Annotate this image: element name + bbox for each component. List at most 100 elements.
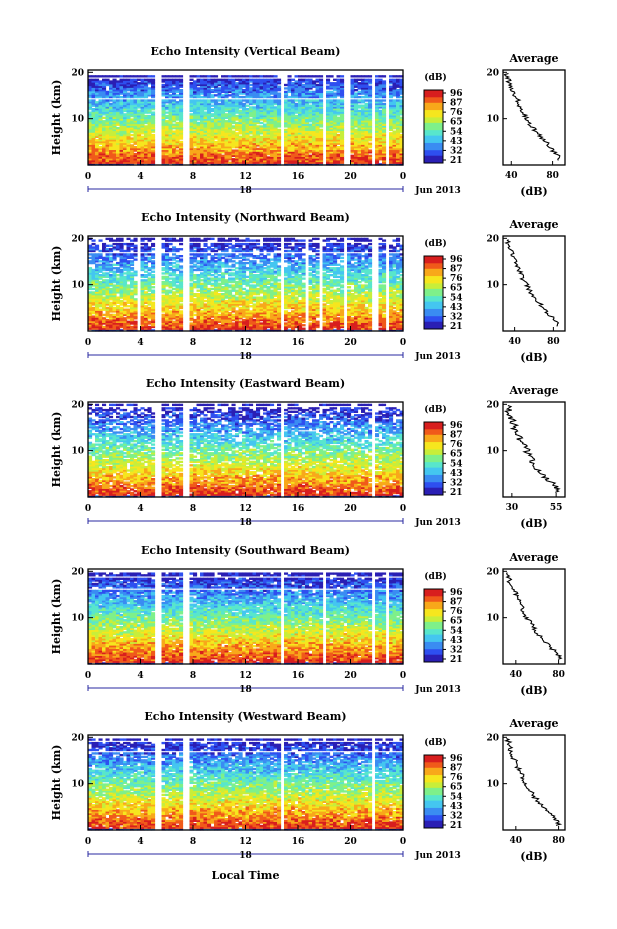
heatmap-cell <box>130 144 134 146</box>
heatmap-cell <box>106 79 110 81</box>
heatmap-cell <box>130 99 134 101</box>
heatmap-cell <box>99 75 103 77</box>
heatmap-cell <box>172 124 176 126</box>
heatmap-cell <box>165 111 169 113</box>
heatmap-cell <box>148 87 152 89</box>
heatmap-cell <box>102 75 106 77</box>
heatmap-cell <box>130 137 134 139</box>
heatmap-cell <box>120 75 124 77</box>
heatmap-cell <box>169 99 173 101</box>
heatmap-cell <box>176 79 180 81</box>
heatmap-cell <box>137 110 141 112</box>
heatmap-cell <box>95 75 99 77</box>
heatmap-cell <box>92 108 96 110</box>
heatmap-cell <box>109 99 113 101</box>
heatmap-cell <box>144 115 148 117</box>
heatmap-cell <box>172 79 176 81</box>
heatmap-cell <box>141 136 145 138</box>
heatmap-cell <box>106 99 110 101</box>
heatmap-cell <box>148 79 152 81</box>
heatmap-cell <box>106 91 110 93</box>
heatmap-cell <box>190 113 194 115</box>
heatmap-cell <box>165 75 169 77</box>
heatmap-cell <box>92 75 96 77</box>
heatmap-cell <box>172 75 176 77</box>
heatmap-cell <box>193 99 197 101</box>
panel-title: Echo Intensity (Vertical Beam) <box>150 45 340 58</box>
heatmap-cell <box>127 79 131 81</box>
heatmap-cell <box>190 99 194 101</box>
heatmap-cell <box>116 127 120 129</box>
heatmap-cell <box>169 94 173 96</box>
heatmap-cell <box>102 79 106 81</box>
heatmap-cell <box>176 75 180 77</box>
heatmap-cell <box>172 87 176 89</box>
heatmap-cell <box>193 75 197 77</box>
heatmap-cell <box>116 80 120 82</box>
heatmap-cell <box>130 75 134 77</box>
heatmap-cell <box>95 79 99 81</box>
heatmap-cell <box>169 79 173 81</box>
heatmap-cell <box>162 84 166 86</box>
heatmap-cell <box>134 153 138 155</box>
heatmap-cell <box>176 122 180 124</box>
heatmap-cell <box>113 75 117 77</box>
heatmap-cell <box>102 117 106 119</box>
heatmap-cell <box>179 141 183 143</box>
heatmap-cell <box>123 113 127 115</box>
heatmap-cell <box>102 99 106 101</box>
heatmap-cell <box>130 118 134 120</box>
heatmap-cell <box>120 99 124 101</box>
heatmap-cell <box>106 75 110 77</box>
heatmap-cell <box>95 139 99 141</box>
heatmap-cell <box>92 79 96 81</box>
heatmap-cell <box>120 79 124 81</box>
heatmap-cell <box>165 120 169 122</box>
heatmap-cell <box>162 75 166 77</box>
heatmap-cell <box>123 79 127 81</box>
heatmap-cell <box>123 75 127 77</box>
heatmap-cell <box>134 99 138 101</box>
heatmap-cell <box>179 79 183 81</box>
heatmap-cell <box>190 79 194 81</box>
heatmap-cell <box>141 75 145 77</box>
heatmap-cell <box>176 94 180 96</box>
heatmap-cell <box>99 99 103 101</box>
heatmap-cell <box>134 146 138 148</box>
heatmap-cell <box>130 79 134 81</box>
heatmap-cell <box>144 99 148 101</box>
heatmap-cell <box>169 75 173 77</box>
heatmap-cell <box>144 75 148 77</box>
heatmap-cell <box>130 134 134 136</box>
heatmap-cell <box>134 75 138 77</box>
heatmap-cell <box>165 79 169 81</box>
heatmap-cell <box>190 82 194 84</box>
heatmap-cell <box>190 75 194 77</box>
heatmap-cell <box>141 99 145 101</box>
heatmap-cell <box>137 79 141 81</box>
heatmap-cell <box>176 149 180 151</box>
heatmap-cell <box>144 125 148 127</box>
heatmap-cell <box>148 75 152 77</box>
heatmap-cell <box>109 80 113 82</box>
heatmap-cell <box>127 99 131 101</box>
heatmap-cell <box>179 99 183 101</box>
heatmap-cell <box>165 99 169 101</box>
heatmap-cell <box>99 80 103 82</box>
heatmap-cell <box>165 115 169 117</box>
heatmap-cell <box>151 75 155 77</box>
heatmap-cell <box>134 79 138 81</box>
echo-intensity-figure: Echo Intensity (Vertical Beam)1020Height… <box>0 0 617 929</box>
heatmap-cell <box>92 99 96 101</box>
heatmap-cell <box>148 99 152 101</box>
heatmap-cell <box>116 99 120 101</box>
heatmap-cell <box>127 75 131 77</box>
heatmap-cell <box>109 103 113 105</box>
heatmap-cell <box>95 101 99 103</box>
heatmap-cell <box>127 92 131 94</box>
heatmap-cell <box>179 75 183 77</box>
heatmap-cell <box>123 99 127 101</box>
heatmap-cell <box>176 101 180 103</box>
heatmap-cell <box>172 99 176 101</box>
heatmap-cell <box>151 111 155 113</box>
